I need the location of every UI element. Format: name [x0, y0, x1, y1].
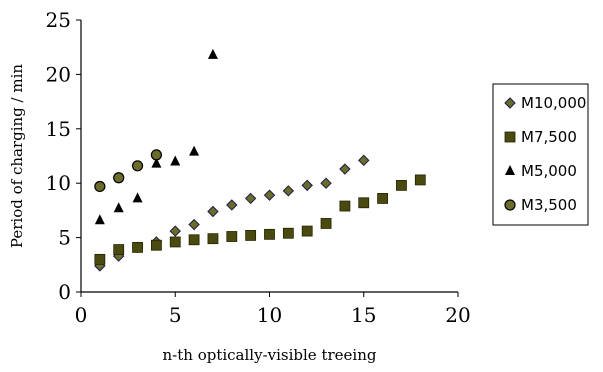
data-point	[113, 202, 124, 213]
data-point	[282, 227, 294, 239]
data-point	[301, 179, 313, 192]
data-point	[245, 230, 257, 241]
data-point	[132, 192, 143, 203]
data-point	[207, 48, 218, 59]
data-point	[188, 218, 200, 231]
data-point	[320, 177, 332, 189]
data-point	[226, 231, 238, 242]
data-point	[244, 192, 257, 205]
x-tick-label: 15	[351, 303, 376, 327]
y-tick-label: 25	[46, 8, 71, 32]
legend-marker	[504, 199, 516, 211]
data-point	[188, 234, 200, 246]
y-axis-title: Period of charging / min	[8, 64, 26, 248]
data-point	[94, 253, 106, 265]
plot-area	[76, 19, 459, 297]
data-point	[226, 199, 238, 211]
y-tick-label: 10	[46, 171, 71, 195]
data-point	[396, 179, 407, 191]
data-point	[301, 225, 313, 237]
data-point	[170, 155, 181, 166]
data-point	[189, 145, 200, 156]
y-tick-label: 20	[46, 62, 71, 86]
data-point	[377, 193, 389, 204]
series-m3500	[94, 149, 162, 193]
legend-label: M7,500	[521, 128, 577, 146]
x-axis-title: n-th optically-visible treeing	[163, 346, 377, 364]
legend-marker	[504, 97, 516, 109]
x-tick-label: 5	[169, 303, 182, 327]
legend-label: M5,000	[521, 162, 577, 180]
data-point	[282, 185, 295, 197]
legend-marker	[505, 165, 515, 175]
legend: M10,000 M7,500 M5,000 M3,500	[492, 83, 589, 226]
data-point	[339, 163, 351, 175]
data-point	[207, 233, 219, 245]
data-point	[414, 174, 426, 186]
data-point	[94, 180, 106, 193]
data-point	[94, 214, 105, 225]
data-point	[339, 200, 351, 212]
data-point	[131, 160, 144, 172]
series-m10000	[94, 154, 370, 272]
data-point	[113, 244, 125, 255]
data-point	[264, 228, 275, 240]
y-tick-label: 0	[58, 280, 71, 304]
x-tick-label: 10	[257, 303, 282, 327]
data-point	[113, 172, 125, 184]
x-tick-label: 0	[75, 303, 88, 327]
tick-labels: 0 5 10 15 20 0 5 10 15 20 25	[46, 8, 471, 327]
data-point	[358, 197, 370, 209]
data-points	[94, 48, 426, 272]
data-point	[132, 241, 143, 253]
series-m5000	[94, 48, 218, 225]
y-tick-label: 5	[58, 226, 71, 250]
x-tick-label: 20	[445, 303, 470, 327]
legend-label: M3,500	[521, 196, 577, 214]
series-m7500	[94, 174, 426, 265]
data-point	[150, 149, 162, 161]
data-point	[263, 189, 276, 201]
data-point	[358, 154, 370, 167]
data-point	[151, 157, 162, 168]
data-point	[150, 239, 162, 251]
data-point	[207, 205, 219, 218]
legend-label: M10,000	[521, 94, 586, 112]
data-point	[169, 225, 181, 237]
data-point	[169, 236, 181, 248]
legend-marker	[504, 131, 516, 143]
y-tick-label: 15	[46, 117, 71, 141]
data-point	[320, 218, 332, 229]
